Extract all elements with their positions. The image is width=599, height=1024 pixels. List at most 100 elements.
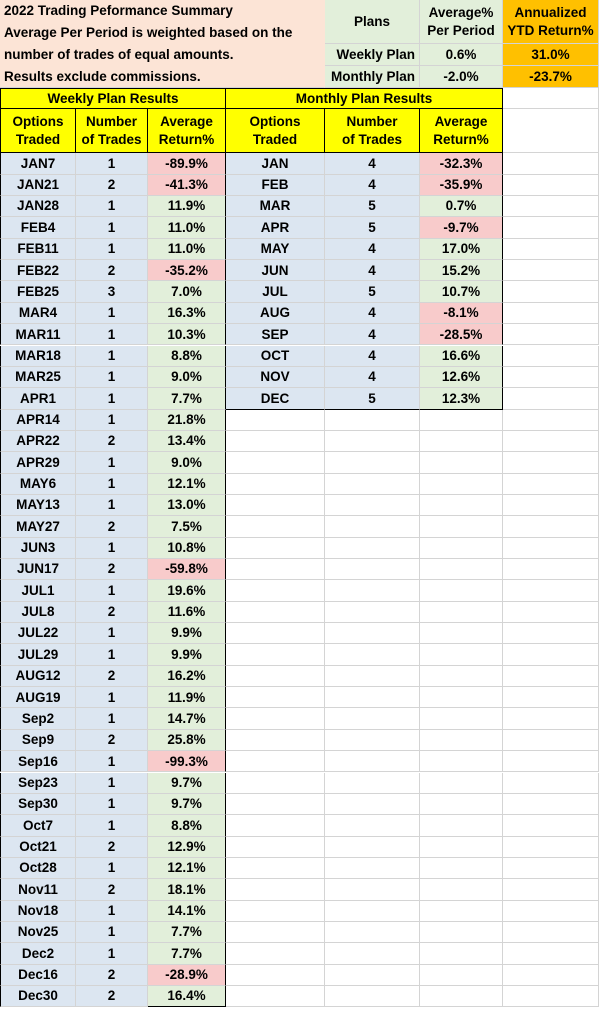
- weekly-row-label[interactable]: FEB11: [0, 238, 76, 261]
- blank-cell[interactable]: [325, 793, 420, 816]
- blank-cell[interactable]: [226, 601, 325, 624]
- weekly-row-return[interactable]: 7.0%: [148, 281, 226, 303]
- weekly-row-label[interactable]: Oct28: [0, 857, 76, 880]
- blank-cell[interactable]: [420, 494, 503, 517]
- blank-cell[interactable]: [325, 943, 420, 965]
- blank-cell[interactable]: [325, 580, 420, 602]
- blank-cell[interactable]: [503, 793, 599, 816]
- weekly-row-label[interactable]: Nov25: [0, 921, 76, 944]
- monthly-row-label[interactable]: SEP: [226, 324, 325, 346]
- weekly-row-label[interactable]: JUL8: [0, 601, 76, 624]
- blank-cell[interactable]: [503, 623, 599, 645]
- blank-cell[interactable]: [503, 580, 599, 602]
- blank-cell[interactable]: [226, 494, 325, 517]
- blank-cell[interactable]: [325, 964, 420, 986]
- blank-cell[interactable]: [226, 623, 325, 645]
- weekly-row-label[interactable]: MAR4: [0, 302, 76, 325]
- monthly-plan-avg[interactable]: -2.0%: [420, 66, 503, 88]
- weekly-row-count[interactable]: 2: [76, 986, 148, 1008]
- blank-cell[interactable]: [420, 793, 503, 816]
- summary-line-4[interactable]: Results exclude commissions.: [0, 66, 325, 88]
- blank-cell[interactable]: [226, 708, 325, 730]
- monthly-row-count[interactable]: 4: [325, 324, 420, 346]
- weekly-row-count[interactable]: 1: [76, 793, 148, 816]
- blank-cell[interactable]: [226, 836, 325, 858]
- weekly-row-count[interactable]: 2: [76, 516, 148, 538]
- weekly-row-count[interactable]: 1: [76, 921, 148, 944]
- blank-cell[interactable]: [325, 729, 420, 752]
- weekly-row-count[interactable]: 2: [76, 836, 148, 858]
- blank-cell[interactable]: [420, 580, 503, 602]
- monthly-row-label[interactable]: OCT: [226, 345, 325, 367]
- weekly-row-count[interactable]: 2: [76, 964, 148, 986]
- weekly-row-return[interactable]: 7.7%: [148, 388, 226, 410]
- weekly-plan-ytd[interactable]: 31.0%: [503, 44, 599, 66]
- blank-cell[interactable]: [503, 516, 599, 538]
- weekly-row-label[interactable]: JUL22: [0, 623, 76, 645]
- weekly-row-count[interactable]: 1: [76, 153, 148, 175]
- weekly-row-label[interactable]: AUG12: [0, 665, 76, 688]
- weekly-row-count[interactable]: 1: [76, 366, 148, 389]
- blank-cell[interactable]: [503, 260, 599, 282]
- weekly-row-label[interactable]: Sep30: [0, 793, 76, 816]
- weekly-row-return[interactable]: 7.7%: [148, 921, 226, 944]
- blank-cell[interactable]: [226, 815, 325, 837]
- blank-cell[interactable]: [226, 559, 325, 581]
- blank-cell[interactable]: [503, 815, 599, 837]
- weekly-row-label[interactable]: Dec30: [0, 986, 76, 1008]
- summary-line-3[interactable]: number of trades of equal amounts.: [0, 44, 325, 66]
- blank-cell[interactable]: [226, 665, 325, 688]
- blank-cell[interactable]: [420, 815, 503, 837]
- monthly-row-label[interactable]: NOV: [226, 366, 325, 389]
- blank-cell[interactable]: [503, 665, 599, 688]
- weekly-row-label[interactable]: MAY6: [0, 473, 76, 495]
- blank-cell[interactable]: [226, 644, 325, 666]
- weekly-row-label[interactable]: JUL29: [0, 644, 76, 666]
- weekly-row-count[interactable]: 1: [76, 644, 148, 666]
- blank-cell[interactable]: [226, 473, 325, 495]
- blank-cell[interactable]: [420, 772, 503, 794]
- blank-cell[interactable]: [503, 324, 599, 346]
- monthly-row-label[interactable]: JUN: [226, 260, 325, 282]
- monthly-row-count[interactable]: 4: [325, 302, 420, 325]
- weekly-row-return[interactable]: 21.8%: [148, 409, 226, 431]
- weekly-row-count[interactable]: 1: [76, 943, 148, 965]
- weekly-plan-avg[interactable]: 0.6%: [420, 44, 503, 66]
- weekly-row-label[interactable]: FEB22: [0, 260, 76, 282]
- blank-cell[interactable]: [503, 708, 599, 730]
- blank-cell[interactable]: [503, 772, 599, 794]
- blank-cell[interactable]: [325, 857, 420, 880]
- blank-cell[interactable]: [503, 964, 599, 986]
- blank-cell[interactable]: [325, 430, 420, 453]
- monthly-row-label[interactable]: DEC: [226, 388, 325, 410]
- monthly-row-count[interactable]: 5: [325, 388, 420, 410]
- weekly-row-label[interactable]: JUN3: [0, 537, 76, 559]
- monthly-row-count[interactable]: 5: [325, 281, 420, 303]
- blank-cell[interactable]: [503, 986, 599, 1008]
- weekly-row-return[interactable]: 14.7%: [148, 708, 226, 730]
- monthly-header-3[interactable]: Average Return%: [420, 109, 503, 154]
- weekly-row-label[interactable]: JUN17: [0, 559, 76, 581]
- monthly-row-label[interactable]: JUL: [226, 281, 325, 303]
- weekly-row-count[interactable]: 1: [76, 196, 148, 218]
- blank-cell[interactable]: [420, 473, 503, 495]
- blank-cell[interactable]: [420, 559, 503, 581]
- blank-cell[interactable]: [226, 879, 325, 901]
- weekly-row-count[interactable]: 1: [76, 473, 148, 495]
- blank-cell[interactable]: [325, 751, 420, 773]
- blank-cell[interactable]: [503, 943, 599, 965]
- weekly-row-count[interactable]: 1: [76, 687, 148, 709]
- weekly-row-label[interactable]: FEB25: [0, 281, 76, 303]
- monthly-row-return[interactable]: -28.5%: [420, 324, 503, 346]
- blank-cell[interactable]: [503, 687, 599, 709]
- weekly-row-label[interactable]: JAN28: [0, 196, 76, 218]
- blank-cell[interactable]: [420, 836, 503, 858]
- blank-cell[interactable]: [420, 879, 503, 901]
- blank-cell[interactable]: [503, 153, 599, 175]
- weekly-row-count[interactable]: 1: [76, 409, 148, 431]
- blank-cell[interactable]: [325, 921, 420, 944]
- avg-per-period-header[interactable]: Average% Per Period: [420, 0, 503, 44]
- weekly-row-return[interactable]: 9.9%: [148, 644, 226, 666]
- blank-cell[interactable]: [226, 793, 325, 816]
- blank-cell[interactable]: [325, 708, 420, 730]
